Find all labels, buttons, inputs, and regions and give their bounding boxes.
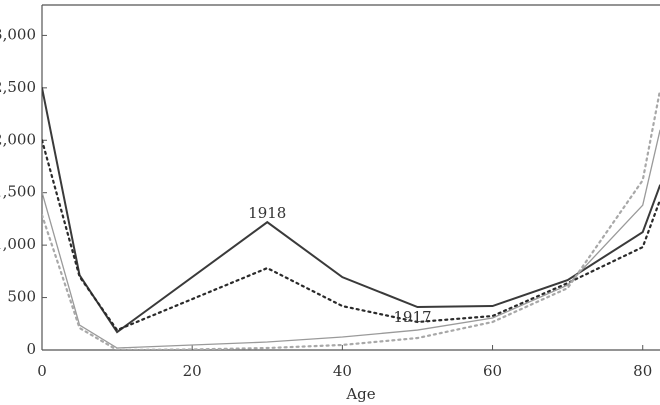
y-tick-label: 3,000: [0, 25, 36, 43]
series-label: 1918: [248, 204, 286, 222]
series-label: 1917: [393, 308, 431, 326]
series-line: [42, 86, 660, 334]
y-tick-label: 1,500: [0, 183, 36, 201]
x-tick-label: 40: [333, 362, 352, 380]
series-line: [42, 89, 660, 350]
x-tick-label: 20: [183, 362, 202, 380]
x-tick-label: 0: [37, 362, 47, 380]
y-tick-label: 2,500: [0, 78, 36, 96]
series-line: [42, 129, 660, 349]
series-line: [42, 139, 660, 332]
x-axis-label: Age: [345, 385, 375, 403]
y-tick-label: 1,000: [0, 235, 36, 253]
y-tick-label: 2,000: [0, 130, 36, 148]
x-tick-label: 80: [633, 362, 652, 380]
y-tick-label: 500: [7, 288, 36, 306]
x-tick-label: 60: [483, 362, 502, 380]
plot-area: [42, 86, 660, 350]
y-tick-label: 0: [26, 340, 36, 358]
